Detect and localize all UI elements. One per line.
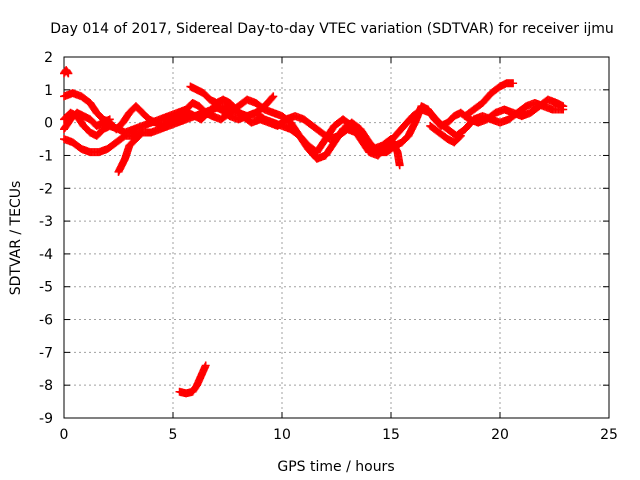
data-point: [64, 69, 73, 78]
y-tick-label: -2: [39, 181, 53, 197]
y-tick-label: 0: [44, 116, 53, 132]
data-point: [269, 92, 278, 101]
y-tick-label: -8: [39, 378, 53, 394]
y-tick-label: 2: [44, 50, 53, 66]
data-point: [137, 129, 146, 138]
x-tick-label: 20: [491, 427, 509, 443]
data-point: [138, 128, 147, 137]
data-point: [455, 132, 464, 141]
data-point: [105, 115, 114, 124]
chart-title: Day 014 of 2017, Sidereal Day-to-day VTE…: [50, 21, 614, 37]
x-tick-label: 10: [273, 427, 291, 443]
x-axis-label: GPS time / hours: [277, 459, 394, 475]
series-track-9: [426, 121, 465, 147]
series-track-10: [175, 361, 210, 398]
data-point: [559, 105, 568, 114]
y-tick-label: -3: [39, 214, 53, 230]
data-point: [395, 161, 404, 170]
x-tick-label: 15: [382, 427, 400, 443]
y-tick-label: -4: [39, 247, 53, 263]
series-track-7: [60, 108, 114, 134]
y-tick-label: -6: [39, 313, 53, 329]
x-tick-label: 0: [60, 427, 69, 443]
series-track-8: [461, 79, 518, 121]
data-point: [456, 131, 465, 140]
data-point: [268, 93, 277, 102]
y-tick-label: -9: [39, 411, 53, 427]
x-tick-label: 5: [169, 427, 178, 443]
series-track-4: [186, 82, 404, 170]
y-tick-label: 1: [44, 83, 53, 99]
y-axis-label: SDTVAR / TECUs: [8, 181, 24, 296]
y-tick-label: -5: [39, 280, 53, 296]
x-tick-label: 25: [600, 427, 618, 443]
y-tick-label: -1: [39, 148, 53, 164]
data-point: [201, 361, 210, 370]
series-track-6: [60, 66, 73, 78]
plot-frame: [63, 56, 610, 419]
data-point: [509, 79, 518, 88]
y-tick-label: -7: [39, 345, 53, 361]
series-track-5: [114, 128, 147, 176]
data-series: [60, 66, 568, 398]
